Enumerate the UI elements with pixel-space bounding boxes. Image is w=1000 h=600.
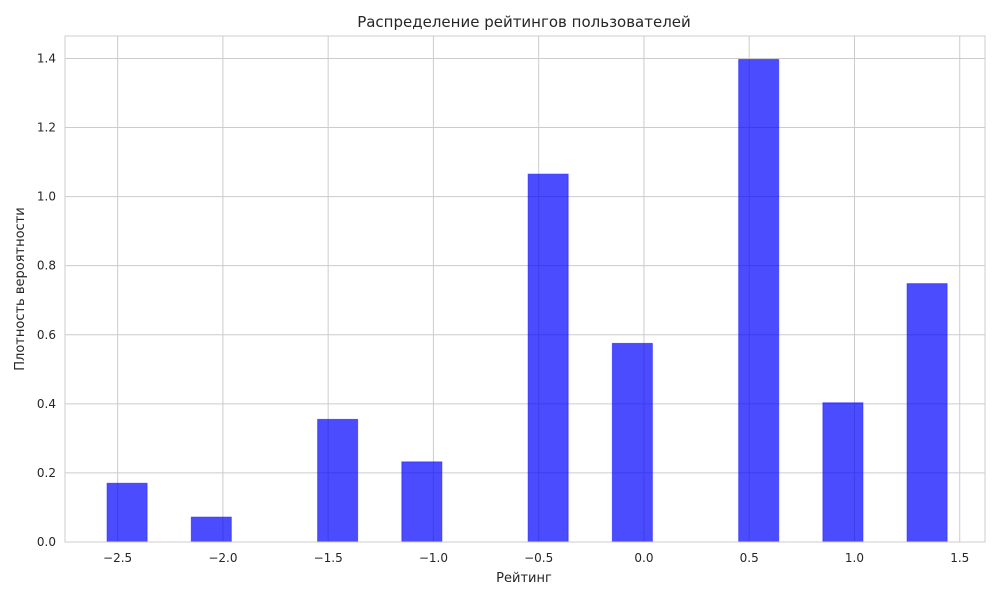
x-tick-label: −2.5: [103, 551, 132, 565]
y-axis-label: Плотность вероятности: [13, 207, 28, 370]
x-tick-label: 1.5: [950, 551, 969, 565]
histogram-bar: [106, 482, 148, 543]
y-tick-label: 0.4: [37, 397, 56, 411]
histogram-bar: [190, 516, 232, 543]
x-tick-label: −1.5: [314, 551, 343, 565]
histogram-bar: [401, 461, 443, 543]
histogram-bar: [738, 58, 780, 543]
bars: [106, 58, 948, 543]
y-tick-label: 1.0: [37, 190, 56, 204]
x-tick-label: 1.0: [845, 551, 864, 565]
x-tick-label: −2.0: [208, 551, 237, 565]
histogram-bar: [317, 418, 359, 543]
y-tick-label: 0.0: [37, 535, 56, 549]
x-tick-labels: −2.5 −2.0 −1.5 −1.0 −0.5 0.0 0.5 1.0 1.5: [103, 551, 969, 565]
x-tick-label: −0.5: [524, 551, 553, 565]
x-axis-label: Рейтинг: [496, 571, 552, 586]
chart-title: Распределение рейтингов пользователей: [357, 13, 691, 31]
y-tick-label: 0.6: [37, 328, 56, 342]
histogram-bar: [906, 283, 948, 543]
grid-lines: [65, 36, 985, 543]
y-tick-label: 0.2: [37, 466, 56, 480]
histogram-bar: [527, 173, 569, 543]
x-tick-label: −1.0: [419, 551, 448, 565]
histogram-bar: [822, 402, 864, 543]
x-tick-label: 0.0: [634, 551, 653, 565]
histogram-bar: [611, 342, 653, 543]
plot-frame: [64, 35, 986, 543]
y-tick-label: 1.2: [37, 121, 56, 135]
y-tick-labels: 0.0 0.2 0.4 0.6 0.8 1.0 1.2 1.4: [37, 51, 56, 549]
y-tick-label: 1.4: [37, 51, 56, 65]
y-tick-label: 0.8: [37, 259, 56, 273]
x-tick-label: 0.5: [740, 551, 759, 565]
